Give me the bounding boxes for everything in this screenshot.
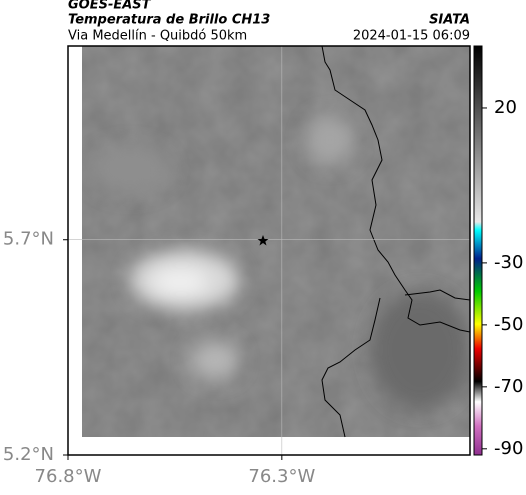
satellite-image [82,46,470,437]
timestamp: 2024-01-15 06:09 [353,29,470,44]
colorbar-tick-label: -70 [494,376,523,397]
colorbar-tick-label: -50 [494,314,523,335]
title: GOES-EAST [68,0,152,13]
boundaries [321,45,471,438]
region: Via Medellín - Quibdó 50km [68,29,247,44]
x-tick-label: 76.8°W [35,466,102,487]
colorbar-tick-label: -90 [494,438,523,459]
colorbar-tick-label: -30 [494,252,523,273]
source: SIATA [429,13,470,28]
subtitle: Temperatura de Brillo CH13 [68,13,270,28]
x-tick-label: 76.3°W [248,466,315,487]
map-frame [67,45,471,456]
y-tick-label: 5.2°N [3,444,54,465]
station-marker [257,235,269,246]
colorbar [473,45,483,456]
colorbar-tick-label: 20 [494,97,517,118]
y-tick-label: 5.7°N [3,229,54,250]
